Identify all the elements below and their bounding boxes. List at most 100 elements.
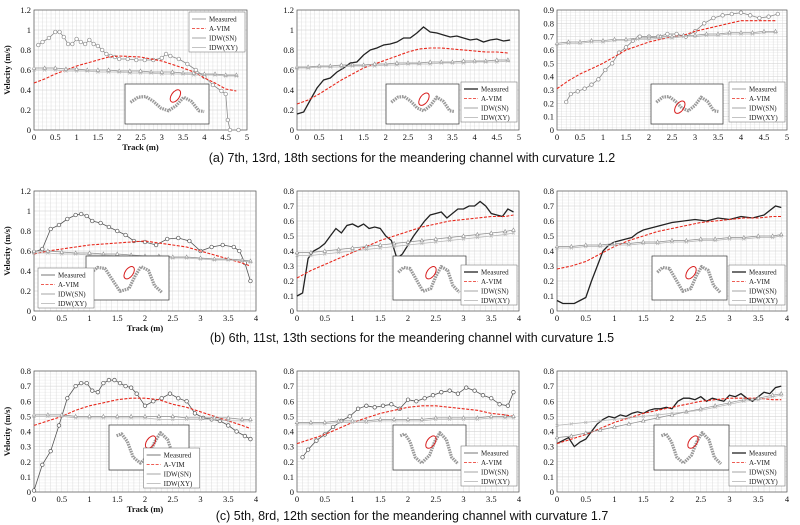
x-tick-label: 3.5 [713,132,724,142]
x-tick-label: 0.5 [319,313,330,323]
data-point-idw-sn [138,68,143,73]
data-point-measured [73,383,78,389]
data-point-measured [185,61,190,67]
data-point-measured [330,424,336,430]
x-tick-label: 5 [245,132,249,142]
x-tick-label: 0 [555,313,559,323]
x-tick-label: 2 [406,313,410,323]
data-point-measured [48,449,53,454]
y-tick-label: 0 [27,306,31,316]
data-point-idw-xy [328,65,333,69]
data-point-idw-xy [32,251,36,255]
data-point-idw-xy [115,416,119,420]
data-point-idw-xy [138,71,143,75]
data-point-idw-xy [395,63,399,67]
x-tick-label: 0.5 [56,313,67,323]
y-tick-label: 0.3 [543,261,554,271]
x-tick-label: 1.5 [93,132,104,142]
x-tick-label: 0.5 [314,132,325,142]
data-point-idw-sn [225,415,231,420]
y-tick-label: 0.8 [543,366,554,376]
y-tick-label: 0.8 [20,226,31,236]
data-point-idw-xy [589,40,594,44]
data-point-idw-xy [555,423,559,428]
inset-channel [655,94,719,114]
data-point-idw-xy [149,71,153,75]
y-tick-label: 0 [27,125,31,135]
data-point-idw-xy [87,416,92,420]
data-point-idw-xy [73,252,78,256]
x-tick-label: 3.5 [223,313,234,323]
data-point-measured [568,91,573,97]
legend-label: A-VIM [481,278,503,286]
data-point-idw-xy [106,70,111,74]
data-point-measured [738,10,744,15]
x-tick-label: 2 [384,132,388,142]
y-tick-label: 0.1 [283,472,294,482]
data-point-idw-xy [212,258,217,262]
data-point-idw-xy [447,417,452,422]
data-point-idw-sn [336,246,341,252]
legend-label: IDW(SN) [749,288,777,296]
x-tick-label: 3 [727,494,731,504]
x-tick-label: 2 [117,132,121,142]
data-point-idw-xy [641,414,645,419]
data-point-idw-sn [294,249,300,255]
data-point-idw-xy [773,30,778,35]
data-point-measured [82,41,88,47]
data-point-measured [134,391,139,396]
data-point-measured [430,393,436,398]
x-tick-label: 0.5 [56,494,67,504]
x-tick-label: 2 [670,313,674,323]
data-point-measured [57,29,62,35]
data-point-idw-xy [750,32,755,36]
data-point-idw-xy [704,33,709,38]
data-point-measured [248,436,253,442]
inset-channel [399,431,460,466]
y-tick-label: 0.3 [283,261,294,271]
data-point-measured [582,86,587,91]
data-point-idw-xy [742,399,746,403]
x-tick-label: 1 [601,132,605,142]
x-tick-label: 4 [517,494,522,504]
x-tick-label: 3.5 [753,313,764,323]
data-point-measured [153,242,159,248]
data-point-measured [372,405,377,410]
data-point-measured [46,35,52,41]
x-tick-label: 2 [143,313,147,323]
data-point-idw-xy [598,244,602,249]
inset-channel [397,265,461,294]
plot-frame [296,9,520,131]
data-point-measured [151,399,156,404]
y-tick-label: 0.2 [543,457,554,467]
data-point-measured [405,397,411,402]
series-line-a-vim [33,55,237,92]
x-tick-label: 1.5 [358,132,369,142]
series-line-idw-xy- [297,60,508,69]
data-point-idw-xy [447,238,452,243]
x-tick-label: 0 [295,132,299,142]
data-point-measured [100,47,105,53]
y-tick-label: 0.2 [283,457,294,467]
data-point-idw-sn [488,230,494,235]
data-point-idw-xy [171,256,175,260]
data-point-idw-xy [60,414,64,419]
chart-panel-2: 0 0.5 1 1.5 2 2.5 3 3.5 4 4.5 5 0 0.2 0.4 0.6 0.8 1 1.2 Me… [283,5,521,142]
x-tick-label: 2.5 [430,313,441,323]
legend-label: A-VIM [58,281,80,289]
data-point-idw-sn [339,62,344,67]
data-point-measured [184,399,189,404]
series-line-a-vim [33,397,251,430]
data-point-idw-xy [439,61,444,65]
data-point-measured [237,248,242,254]
data-point-measured [48,226,53,232]
data-point-measured [242,433,248,439]
y-tick-label: 0.6 [283,65,294,75]
y-tick-label: 0.6 [543,216,554,226]
x-tick-label: 4 [517,313,522,323]
data-point-measured [65,396,70,401]
chart-panel-3: 0 0.5 1 1.5 2 2.5 3 3.5 4 4.5 500.10.20.30.40.50.6… [543,5,789,142]
data-point-measured [711,15,716,21]
y-tick-label: 0.7 [283,381,294,391]
data-point-measured [596,77,601,82]
